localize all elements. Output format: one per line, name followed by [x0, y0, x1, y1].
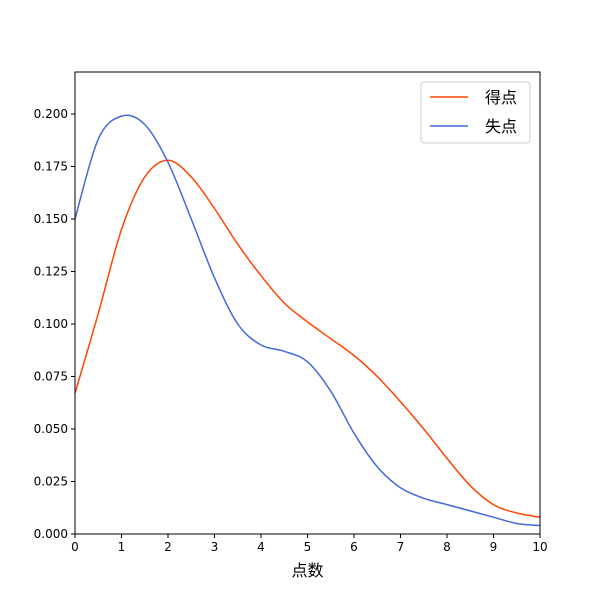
x-tick-label: 4	[257, 540, 265, 554]
x-axis: 0 1 2 3 4 5 6 7 8 9 10	[71, 534, 548, 554]
y-tick-label: 0.100	[34, 317, 68, 331]
legend-label: 得点	[485, 88, 517, 107]
x-axis-title: 点数	[291, 561, 323, 580]
x-tick-label: 9	[490, 540, 498, 554]
y-tick-label: 0.175	[34, 160, 68, 174]
y-tick-label: 0.150	[34, 212, 68, 226]
y-tick-label: 0.075	[34, 370, 68, 384]
x-tick-label: 8	[443, 540, 451, 554]
legend-label: 失点	[485, 117, 517, 136]
x-tick-label: 0	[71, 540, 79, 554]
x-tick-label: 2	[164, 540, 172, 554]
series-line-1	[74, 114, 541, 527]
y-axis: 0.000 0.025 0.050 0.075 0.100 0.125 0.150 0.175…	[34, 107, 75, 541]
x-tick-label: 10	[532, 540, 547, 554]
y-tick-label: 0.050	[34, 422, 68, 436]
series-line-0	[74, 159, 541, 518]
x-tick-label: 1	[118, 540, 126, 554]
x-tick-label: 7	[397, 540, 405, 554]
x-tick-label: 6	[350, 540, 358, 554]
y-tick-label: 0.025	[34, 475, 68, 489]
plot-lines	[74, 114, 541, 527]
y-tick-label: 0.000	[34, 527, 68, 541]
x-tick-label: 5	[304, 540, 312, 554]
x-tick-label: 3	[211, 540, 219, 554]
y-tick-label: 0.200	[34, 107, 68, 121]
y-tick-label: 0.125	[34, 265, 68, 279]
